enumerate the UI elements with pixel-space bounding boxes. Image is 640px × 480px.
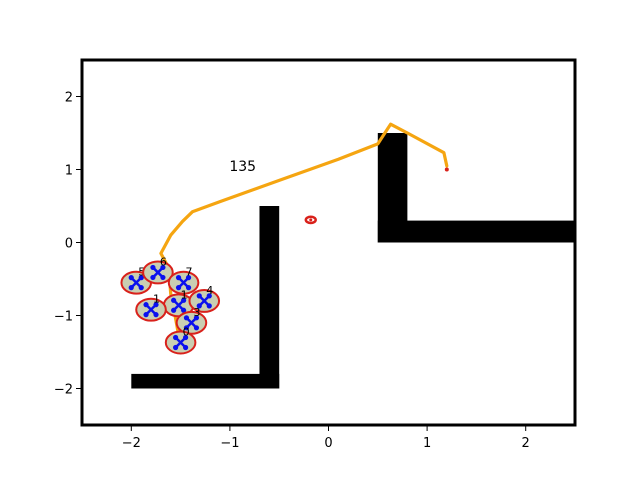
robot-rotor-icon: [153, 302, 159, 308]
robot-rotor-icon: [181, 307, 187, 313]
robot-label: 5: [138, 266, 145, 279]
target-marker: [304, 215, 317, 225]
robot-rotor-icon: [150, 264, 156, 271]
obstacle-lower-left-wall-vertical: [259, 206, 280, 389]
robot-rotor-icon: [150, 274, 156, 281]
robot-rotor-icon: [175, 275, 182, 281]
robot-rotor-icon: [196, 303, 202, 309]
robot-rotor-icon: [183, 344, 189, 351]
robot-rotor-icon: [185, 275, 192, 281]
obstacle-upper-right-wall-horizontal: [377, 220, 575, 243]
robot-rotor-icon: [173, 334, 179, 341]
robot-rotor-icon: [138, 285, 144, 291]
robot-rotor-icon: [193, 315, 200, 321]
goal-point: [444, 167, 449, 172]
robot-4: 4: [188, 284, 221, 313]
robot-5: 1: [135, 293, 167, 322]
robot-rotor-icon: [138, 275, 144, 281]
robot-label: 6: [160, 255, 167, 268]
robot-rotor-icon: [160, 264, 166, 271]
robot-rotor-icon: [173, 344, 179, 351]
robot-label: 7: [186, 266, 193, 279]
y-tick-label: −1: [54, 310, 73, 325]
robot-rotor-icon: [196, 293, 202, 299]
x-tick-label: 2: [522, 436, 530, 451]
robot-rotor-icon: [128, 275, 134, 281]
robot-rotor-icon: [181, 297, 187, 303]
robot-rotor-icon: [128, 285, 134, 291]
robot-rotor-icon: [143, 312, 149, 318]
robot-rotor-icon: [206, 303, 212, 309]
robot-label: 3: [193, 306, 200, 319]
y-tick-label: −2: [54, 383, 73, 398]
robot-rotor-icon: [175, 285, 182, 291]
robot-rotor-icon: [183, 334, 189, 341]
x-tick-label: 1: [423, 436, 431, 451]
robot-label: 1: [181, 288, 188, 301]
target-layer: [304, 215, 317, 225]
x-tick-label: −1: [220, 436, 239, 451]
y-tick-label: 2: [65, 91, 73, 106]
x-axis-ticks: −2 −1 0 1 2: [122, 426, 530, 451]
y-tick-label: 0: [65, 237, 73, 252]
robot-rotor-icon: [171, 297, 177, 303]
robot-rotor-icon: [143, 302, 149, 308]
robot-7: 0: [164, 326, 197, 355]
x-tick-label: −2: [122, 436, 141, 451]
obstacle-lower-left-wall-horizontal: [131, 373, 280, 389]
robot-rotor-icon: [153, 312, 159, 318]
axes-frame: [80, 58, 577, 427]
robot-label: 1: [153, 293, 160, 306]
robot-rotor-icon: [183, 315, 190, 321]
robot-rotor-icon: [193, 325, 200, 331]
robot-rotor-icon: [185, 285, 192, 291]
y-axis-ticks: −2 −1 0 1 2: [54, 91, 81, 398]
obstacles-layer: [131, 133, 575, 389]
robot-rotor-icon: [206, 293, 212, 299]
robot-6: 3: [175, 306, 208, 335]
y-tick-label: 1: [65, 164, 73, 179]
robot-rotor-icon: [171, 307, 177, 313]
robot-label: 4: [206, 284, 213, 297]
annotation-label: 135: [229, 159, 256, 175]
robot-rotor-icon: [183, 325, 190, 331]
robot-1: 6: [142, 255, 174, 285]
robot-3: 1: [162, 288, 195, 318]
robot-2: 7: [167, 266, 200, 295]
robot-label: 0: [183, 326, 190, 339]
robot-rotor-icon: [160, 274, 166, 281]
target-center: [309, 218, 313, 222]
x-tick-label: 0: [324, 436, 332, 451]
